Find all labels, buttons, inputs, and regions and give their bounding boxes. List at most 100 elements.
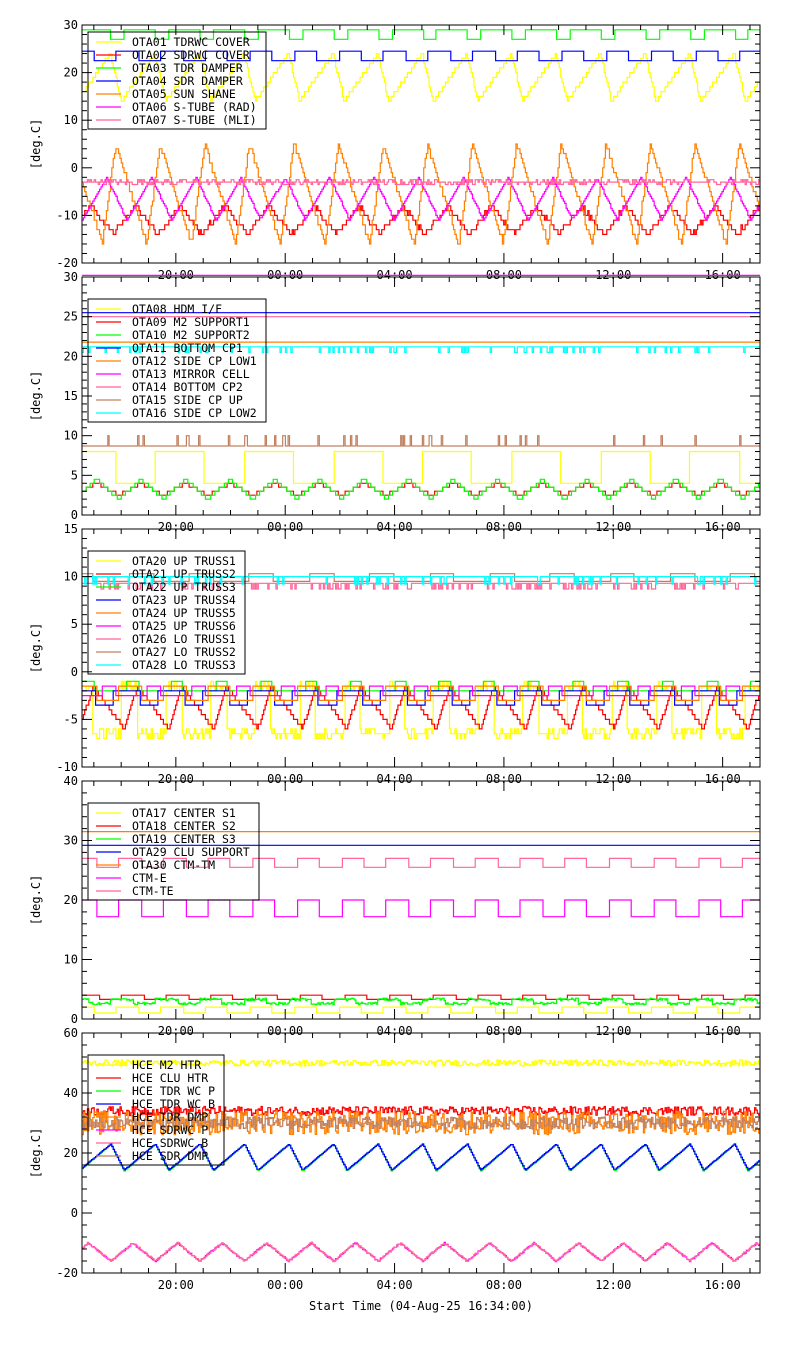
y-tick-label: 0 (71, 161, 78, 175)
legend-label: CTM-E (132, 871, 167, 885)
legend-label: OTA11 BOTTOM CP1 (132, 341, 243, 355)
panel-3: -10 -5 0 5 10 15 20:00 00:00 04:00 08:00 12:00 16:0… (29, 522, 761, 786)
y-axis-label: [deg.C] (29, 875, 43, 926)
legend-label: HCE CLU HTR (132, 1071, 208, 1085)
y-tick-label: 10 (64, 429, 78, 443)
y-tick-label: 40 (64, 774, 78, 788)
y-tick-label: -20 (56, 1266, 78, 1280)
y-tick-label: 0 (71, 665, 78, 679)
legend-label: OTA28 LO TRUSS3 (132, 658, 236, 672)
legend-item: OTA08 HDM I/F (96, 302, 222, 316)
x-tick-label: 00:00 (267, 520, 303, 534)
legend-item: HCE SDRWC P (96, 1123, 208, 1137)
series-line-hce-clu-htr (82, 1105, 760, 1117)
y-tick-label: 25 (64, 310, 78, 324)
legend-label: OTA12 SIDE CP LOW1 (132, 354, 257, 368)
legend-label: OTA21 UP TRUSS2 (132, 567, 236, 581)
series-line-ota04-sdr-damper (82, 50, 760, 62)
y-tick-label: 20 (64, 1146, 78, 1160)
legend-item: OTA22 UP TRUSS3 (96, 580, 236, 594)
legend-label: OTA27 LO TRUSS2 (132, 645, 236, 659)
legend-item: HCE CLU HTR (96, 1071, 208, 1085)
series-line-ota17-center-s1 (82, 1006, 760, 1014)
legend-label: HCE SDRWC B (132, 1136, 208, 1150)
series-line-hce-sdr-dmp (82, 1116, 760, 1130)
y-axis-label: [deg.C] (29, 623, 43, 674)
y-tick-label: 30 (64, 270, 78, 284)
panels: -20 -10 0 10 20 30 20:00 00:00 04:00 08:00 12:00 16… (29, 18, 761, 1292)
x-tick-label: 20:00 (158, 1024, 194, 1038)
legend-label: HCE TDR WC P (132, 1084, 215, 1098)
legend-item: OTA01 TDRWC COVER (96, 35, 250, 49)
legend-label: OTA13 MIRROR CELL (132, 367, 250, 381)
y-tick-label: 5 (71, 468, 78, 482)
panel-4: 0 10 20 30 40 20:00 00:00 04:00 08:00 12:00 16:00 [… (29, 774, 761, 1038)
series-line-hce-tdr-wc-b (82, 1143, 760, 1171)
legend-item: OTA23 UP TRUSS4 (96, 593, 236, 607)
panel-5: -20 0 20 40 60 20:00 00:00 04:00 08:00 12:00 16:00… (29, 1026, 761, 1292)
series-line-ota20-up-truss1 (82, 680, 760, 739)
legend-item: OTA18 CENTER S2 (96, 819, 236, 833)
x-tick-label: 08:00 (486, 772, 522, 786)
series-line-ota09-m2-support1 (82, 482, 760, 496)
series-line-ota18-center-s2 (82, 994, 760, 1000)
series-line-ota22-up-truss3 (82, 680, 760, 692)
y-tick-label: -10 (56, 208, 78, 222)
legend-item: OTA06 S-TUBE (RAD) (96, 100, 257, 114)
legend-item: OTA15 SIDE CP UP (96, 393, 243, 407)
y-tick-label: 0 (71, 1206, 78, 1220)
x-tick-label: 04:00 (377, 520, 413, 534)
series-line-ota15-side-cp-up (82, 435, 760, 447)
y-tick-label: 10 (64, 570, 78, 584)
series-group (82, 573, 760, 739)
series-line-ota28-lo-truss3 (82, 576, 760, 585)
legend-box (87, 298, 267, 423)
series-line-ota25-up-truss6 (82, 685, 760, 697)
y-axis-label: [deg.C] (29, 119, 43, 170)
legend-label: OTA02 SDRWC COVER (132, 48, 250, 62)
y-tick-label: -20 (56, 256, 78, 270)
x-tick-label: 04:00 (377, 772, 413, 786)
plot-frame (81, 24, 761, 264)
legend-box (87, 550, 246, 675)
series-line-hce-m2-htr (82, 1059, 760, 1067)
legend-item: OTA30 CTM-TM (96, 858, 215, 872)
x-tick-label: 16:00 (705, 1278, 741, 1292)
legend-item: CTM-E (96, 871, 167, 885)
legend-label: OTA17 CENTER S1 (132, 806, 236, 820)
y-tick-label: 30 (64, 18, 78, 32)
x-tick-label: 20:00 (158, 520, 194, 534)
legend-item: OTA04 SDR DAMPER (96, 74, 243, 88)
x-tick-label: 08:00 (486, 1278, 522, 1292)
y-axis-label: [deg.C] (29, 371, 43, 422)
legend-box (87, 802, 260, 901)
series-line-ota07-s-tube-mli- (82, 179, 760, 186)
y-tick-label: -10 (56, 760, 78, 774)
legend-label: OTA24 UP TRUSS5 (132, 606, 236, 620)
series-line-ota05-sun-shane (82, 143, 760, 245)
legend-item: OTA26 LO TRUSS1 (96, 632, 236, 646)
legend-item: OTA16 SIDE CP LOW2 (96, 406, 257, 420)
x-tick-label: 00:00 (267, 1278, 303, 1292)
legend-box (87, 1054, 225, 1166)
legend-label: HCE TDR DMP (132, 1110, 208, 1124)
legend-label: OTA10 M2 SUPPORT2 (132, 328, 250, 342)
series-line-ota08-hdm-i-f (82, 450, 760, 484)
series-line-ota02-sdrwc-cover (82, 205, 760, 235)
legend-label: OTA08 HDM I/F (132, 302, 222, 316)
legend-item: OTA25 UP TRUSS6 (96, 619, 236, 633)
series-line-hce-tdr-dmp (82, 1110, 760, 1136)
legend-item: OTA12 SIDE CP LOW1 (96, 354, 257, 368)
legend-label: OTA15 SIDE CP UP (132, 393, 243, 407)
legend-label: OTA30 CTM-TM (132, 858, 215, 872)
series-line-ota01-tdrwc-cover (82, 53, 760, 102)
legend-item: OTA07 S-TUBE (MLI) (96, 113, 257, 127)
legend-item: HCE TDR WC P (96, 1084, 215, 1098)
legend-item: OTA29 CLU SUPPORT (96, 845, 250, 859)
legend-label: HCE SDRWC P (132, 1123, 208, 1137)
